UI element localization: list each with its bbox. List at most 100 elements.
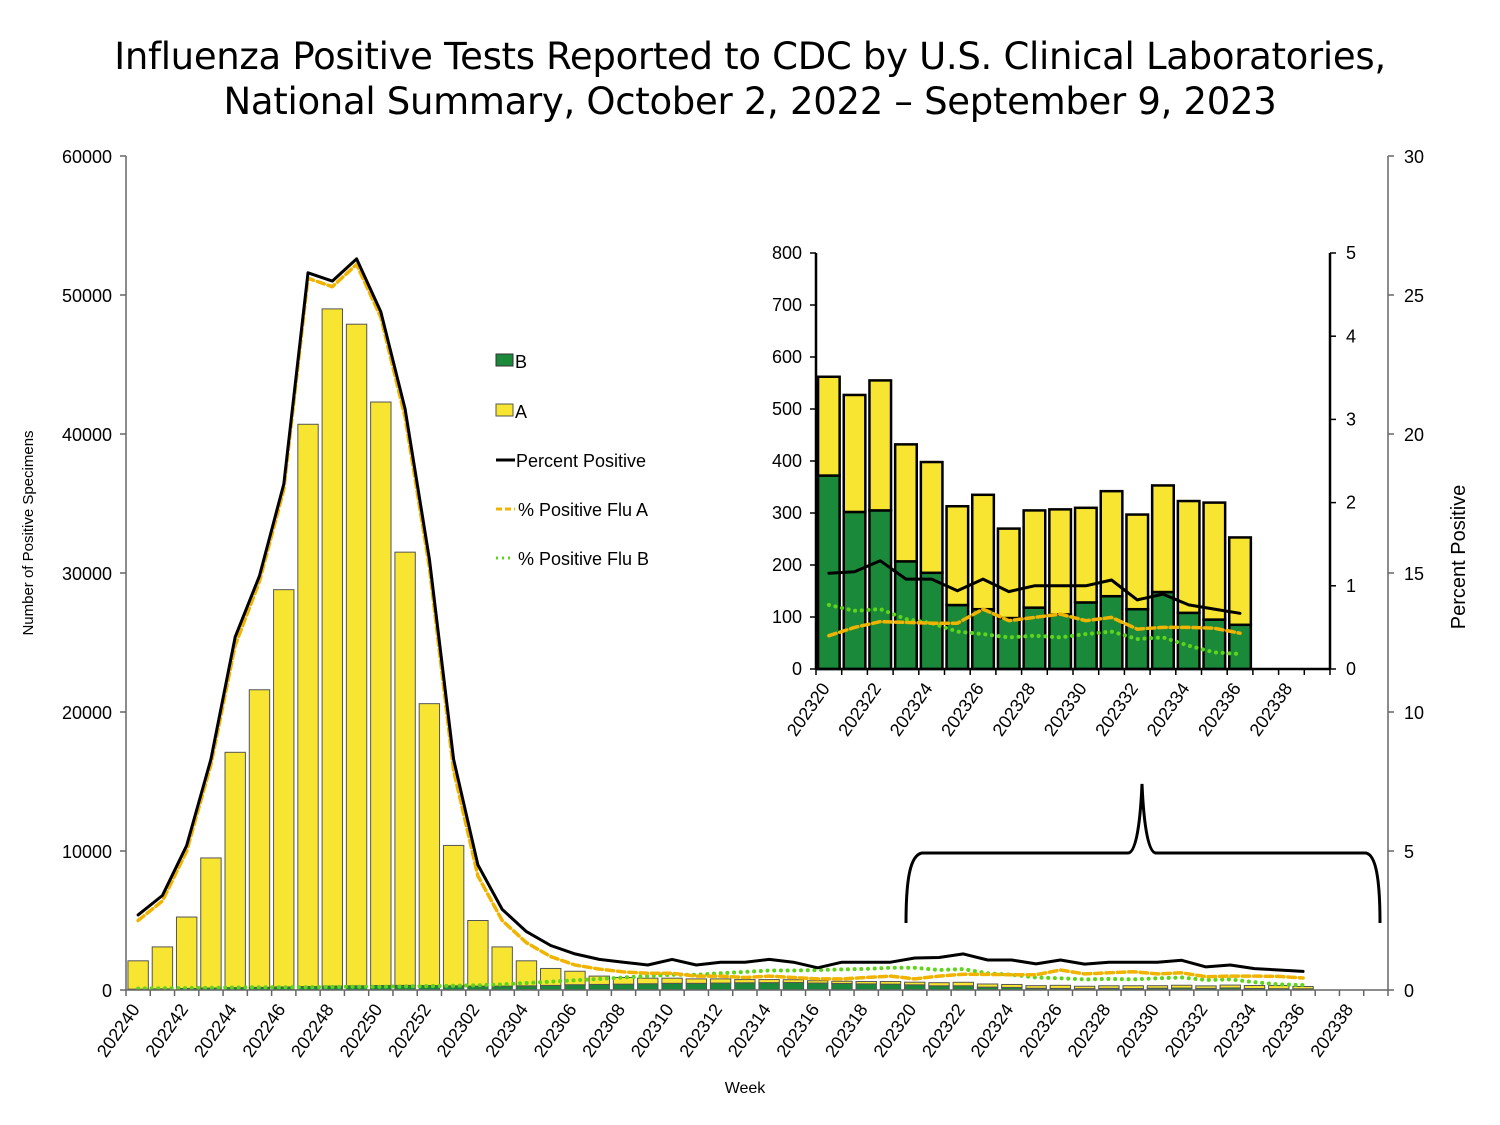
main-y2-tick-label: 0 xyxy=(1404,981,1414,1001)
main-bar-a-202335 xyxy=(1268,985,1290,990)
main-x-tick-label: 202324 xyxy=(967,1000,1018,1061)
main-bar-a-202302 xyxy=(467,920,489,987)
inset-x-tick-label: 202330 xyxy=(1040,679,1091,740)
inset-line-flu-b-percent xyxy=(826,602,1242,656)
main-bars xyxy=(127,308,1314,991)
inset-y-tick-label: 100 xyxy=(772,607,802,627)
main-x-tick-label: 202316 xyxy=(772,1000,823,1061)
main-x-tick-label: 202310 xyxy=(627,1000,678,1061)
main-x-tick-label: 202320 xyxy=(870,1000,921,1061)
main-bar-a-202308 xyxy=(612,976,635,985)
legend-swatch-b xyxy=(495,353,514,367)
inset-y-tick-label: 600 xyxy=(772,347,802,367)
main-bar-a-202249 xyxy=(345,323,368,987)
main-bar-b-202319 xyxy=(879,983,902,991)
main-x-tick-label: 202244 xyxy=(190,1000,241,1061)
legend-label-flu-b: % Positive Flu B xyxy=(518,549,649,569)
main-bar-a-202245 xyxy=(248,689,271,988)
main-bar-b-202317 xyxy=(831,982,853,991)
main-x-tick-label: 202322 xyxy=(918,1000,969,1061)
main-bar-a-202323 xyxy=(976,983,999,988)
inset-bar-b-202334 xyxy=(1176,611,1201,671)
main-bar-a-202320 xyxy=(904,981,926,986)
main-x-tick-label: 202308 xyxy=(578,1000,629,1061)
inset-bar-b-202327 xyxy=(996,616,1021,671)
inset-bar-b-202325 xyxy=(945,603,970,671)
main-bar-a-202309 xyxy=(637,977,659,985)
inset-x-tick-label: 202324 xyxy=(886,679,937,740)
main-x-tick-label: 202312 xyxy=(675,1000,726,1061)
legend-swatch-a xyxy=(495,403,514,417)
inset-x-tick-label: 202328 xyxy=(989,679,1040,740)
inset-bar-a-202321 xyxy=(842,393,867,514)
main-bar-b-202307 xyxy=(588,983,610,991)
main-bar-a-202332 xyxy=(1195,985,1217,989)
main-bar-a-202319 xyxy=(879,981,902,985)
inset-bar-b-202322 xyxy=(868,509,893,671)
inset-bar-a-202324 xyxy=(919,460,944,575)
main-bar-b-202313 xyxy=(734,982,756,991)
main-y2-tick-label: 5 xyxy=(1404,842,1414,862)
main-x-tick-label: 202332 xyxy=(1161,1000,1212,1061)
inset-bar-a-202336 xyxy=(1228,536,1253,627)
inset-x-tick-label: 202322 xyxy=(834,679,885,740)
main-x-tick-label: 202306 xyxy=(530,1000,581,1061)
inset-y2-tick-label: 3 xyxy=(1346,410,1356,430)
main-bar-a-202334 xyxy=(1243,985,1266,989)
main-x-tick-label: 202330 xyxy=(1112,1000,1163,1061)
legend-item-b: B xyxy=(495,352,527,372)
inset-x-tick-label: 202332 xyxy=(1091,679,1142,740)
main-bar-a-202244 xyxy=(224,751,246,989)
main-y2-tick-label: 20 xyxy=(1404,425,1424,445)
inset-bar-b-202324 xyxy=(919,571,944,671)
main-bar-a-202306 xyxy=(564,970,586,986)
inset-bar-a-202326 xyxy=(971,493,996,611)
inset-bar-a-202323 xyxy=(893,443,918,563)
main-bar-a-202317 xyxy=(831,980,853,984)
main-bar-a-202325 xyxy=(1025,985,1047,989)
main-bar-a-202240 xyxy=(127,960,149,990)
legend-label-percent-positive: Percent Positive xyxy=(516,451,646,471)
inset-line-percent-positive xyxy=(827,559,1242,615)
zoom-bracket xyxy=(904,783,1382,924)
main-x-tick-label: 202314 xyxy=(724,1000,775,1061)
inset-y2-tick-label: 5 xyxy=(1346,243,1356,263)
main-bar-a-202315 xyxy=(782,979,805,983)
inset-bar-a-202327 xyxy=(996,527,1021,620)
main-bar-a-202242 xyxy=(175,916,198,989)
main-bar-a-202248 xyxy=(321,308,343,987)
main-bar-a-202333 xyxy=(1219,984,1241,989)
inset-line-flu-a-percent xyxy=(827,607,1242,638)
main-line-flu-b-percent xyxy=(136,965,1306,991)
main-bar-a-202251 xyxy=(394,551,416,986)
main-x-tick-label: 202302 xyxy=(433,1000,484,1061)
inset-y-tick-label: 700 xyxy=(772,295,802,315)
legend-label-b: B xyxy=(515,352,527,372)
inset-y-tick-label: 800 xyxy=(772,243,802,263)
legend-item-percent-positive: Percent Positive xyxy=(496,451,646,471)
main-bar-b-202312 xyxy=(709,982,732,991)
y2-axis-title: Percent Positive xyxy=(1448,485,1470,630)
inset-bar-a-202329 xyxy=(1048,508,1073,616)
main-bar-a-202324 xyxy=(1001,983,1023,988)
main-bar-a-202329 xyxy=(1122,985,1144,990)
inset-y-tick-label: 500 xyxy=(772,399,802,419)
chart-title: Influenza Positive Tests Reported to CDC… xyxy=(0,34,1500,124)
inset-x-tick-label: 202336 xyxy=(1194,679,1245,740)
inset-bar-b-202333 xyxy=(1150,590,1175,671)
legend: B A Percent Positive % Positive Flu A % … xyxy=(495,352,649,569)
main-y-tick-label: 10000 xyxy=(62,842,112,862)
main-bar-b-202306 xyxy=(564,984,586,991)
main-bar-a-202328 xyxy=(1098,985,1120,989)
chart-title-line-1: Influenza Positive Tests Reported to CDC… xyxy=(114,35,1386,78)
main-bar-a-202331 xyxy=(1171,984,1193,989)
main-x-tick-label: 202246 xyxy=(239,1000,290,1061)
main-bar-b-202309 xyxy=(637,983,659,991)
main-x-tick-label: 202304 xyxy=(481,1000,532,1061)
main-bar-a-202252 xyxy=(418,703,441,987)
main-x-tick-label: 202240 xyxy=(93,1000,144,1061)
inset-bar-a-202330 xyxy=(1073,506,1098,604)
main-bar-b-202310 xyxy=(661,982,683,991)
main-lines xyxy=(136,257,1306,991)
main-bar-a-202246 xyxy=(273,589,295,988)
